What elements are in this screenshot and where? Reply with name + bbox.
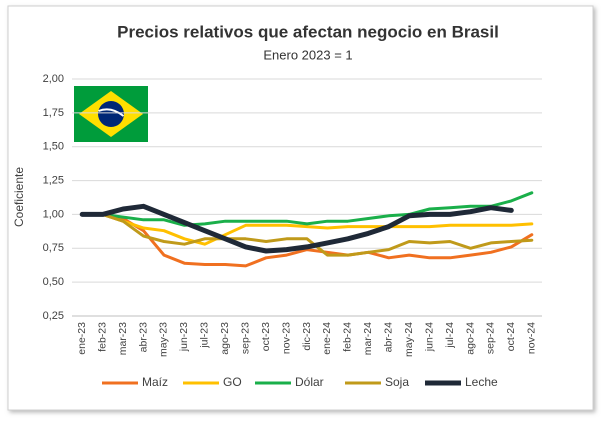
x-tick-label: may-24 — [403, 322, 415, 357]
x-tick-label: oct-23 — [260, 322, 272, 351]
x-tick-label: jun-23 — [178, 322, 190, 352]
x-tick-label: nov-24 — [526, 322, 538, 354]
legend-label: Soja — [385, 375, 409, 389]
x-tick-label: abr-23 — [137, 322, 149, 353]
y-tick-label: 2,00 — [43, 73, 64, 85]
x-tick-label: sep-23 — [239, 322, 251, 354]
x-tick-label: nov-23 — [280, 322, 292, 354]
chart-title: Precios relativos que afectan negocio en… — [117, 22, 499, 41]
series-line — [80, 212, 534, 246]
y-axis-label: Coeficiente — [12, 167, 26, 227]
flag-globe — [98, 101, 124, 127]
x-tick-label: ago-23 — [219, 322, 231, 355]
series-line — [80, 212, 534, 257]
x-tick-label: feb-23 — [96, 322, 108, 352]
x-tick-label: sep-24 — [485, 322, 497, 354]
y-tick-label: 0,75 — [43, 242, 64, 254]
y-tick-label: 1,25 — [43, 174, 64, 186]
y-tick-label: 1,50 — [43, 141, 64, 153]
legend-label: Maíz — [142, 375, 168, 389]
flag-band — [98, 108, 125, 117]
x-tick-label: mar-23 — [117, 322, 129, 355]
flag — [74, 86, 148, 142]
chart-subtitle: Enero 2023 = 1 — [263, 47, 352, 62]
series-line — [79, 203, 514, 254]
legend-label: Dólar — [295, 375, 324, 389]
x-tick-label: jul-23 — [199, 322, 211, 349]
series-line — [80, 191, 534, 227]
y-tick-label: 1,00 — [43, 208, 64, 220]
x-tick-label: ago-24 — [464, 322, 476, 355]
x-tick-label: oct-24 — [505, 322, 517, 351]
x-tick-label: ene-24 — [321, 322, 333, 355]
y-tick-label: 0,50 — [43, 276, 64, 288]
x-tick-label: jul-24 — [444, 322, 456, 349]
x-tick-label: dic-23 — [301, 322, 313, 351]
x-tick-label: jun-24 — [423, 322, 435, 352]
y-tick-label: 1,75 — [43, 107, 64, 119]
series-line — [80, 212, 534, 268]
x-tick-label: abr-24 — [383, 322, 395, 353]
y-tick-label: 0,25 — [43, 310, 64, 322]
x-tick-label: feb-24 — [342, 322, 354, 352]
x-tick-label: may-23 — [158, 322, 170, 357]
x-tick-label: ene-23 — [76, 322, 88, 355]
legend-label: Leche — [465, 375, 498, 389]
x-tick-label: mar-24 — [362, 322, 374, 355]
legend-label: GO — [223, 375, 242, 389]
